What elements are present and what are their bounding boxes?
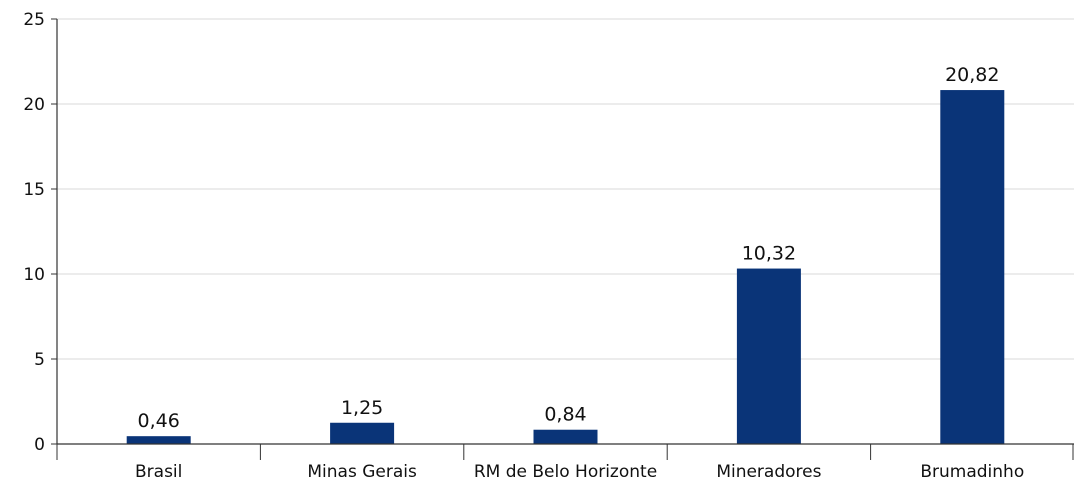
x-tick-label: Brasil — [135, 462, 182, 482]
bars — [126, 90, 1005, 444]
bar-rm-de-belo-horizonte — [533, 429, 598, 444]
data-label: 10,32 — [742, 243, 796, 265]
bar-minas-gerais — [330, 422, 395, 444]
y-tick-label: 15 — [23, 180, 45, 200]
x-tick-label: Mineradores — [716, 462, 821, 482]
data-label: 0,46 — [138, 410, 180, 432]
bar-brasil — [126, 436, 191, 444]
x-tick-label: Brumadinho — [920, 462, 1024, 482]
axes: 0 5 10 15 20 25 Brasil Minas Gerais RM de Belo H… — [23, 10, 1074, 482]
data-label: 1,25 — [341, 397, 383, 419]
x-tick-label: Minas Gerais — [307, 462, 417, 482]
data-label: 0,84 — [544, 404, 586, 426]
data-label: 20,82 — [945, 64, 999, 86]
y-tick-label: 25 — [23, 10, 45, 30]
bar-mineradores — [736, 268, 801, 444]
y-tick-label: 10 — [23, 265, 45, 285]
y-tick-label: 20 — [23, 95, 45, 115]
y-tick-label: 0 — [34, 435, 45, 455]
gridlines — [57, 18, 1074, 360]
data-labels: 0,46 1,25 0,84 10,32 20,82 — [138, 64, 1000, 432]
x-tick-label: RM de Belo Horizonte — [474, 462, 657, 482]
bar-brumadinho — [940, 90, 1005, 444]
y-tick-label: 5 — [34, 350, 45, 370]
